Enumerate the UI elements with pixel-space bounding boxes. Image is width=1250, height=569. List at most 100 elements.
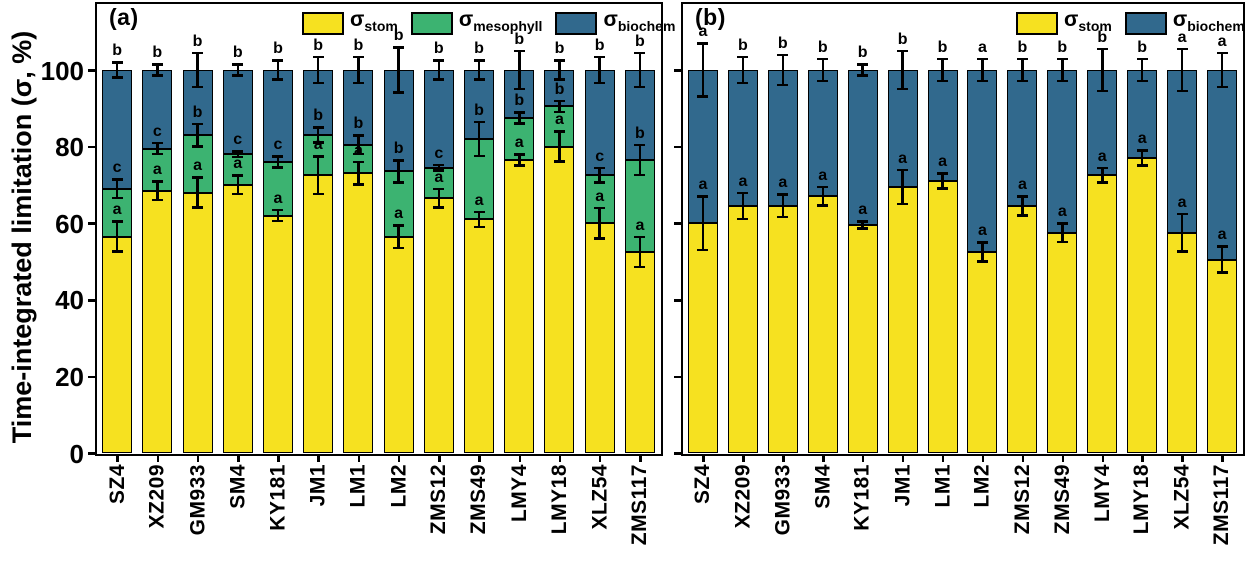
error-bar <box>115 62 119 78</box>
sig-letter: b <box>313 36 324 54</box>
bar-segment-biochem <box>847 70 878 226</box>
error-bar-cap <box>817 204 829 207</box>
legend-label: σstom <box>1064 8 1112 34</box>
error-bar-cap <box>897 168 909 172</box>
bar-segment-stom <box>967 251 998 453</box>
bar-segment-stom <box>1127 158 1158 453</box>
error-bar-cap <box>857 220 869 223</box>
sig-letter: a <box>778 174 788 192</box>
error-bar-cap <box>151 63 163 66</box>
error-bar-cap <box>1096 47 1108 51</box>
error-bar <box>781 54 785 86</box>
error-bar-cap <box>312 155 324 158</box>
sig-letter: a <box>635 216 645 234</box>
sig-letter: b <box>232 44 243 62</box>
error-bar-cap <box>111 196 123 200</box>
error-bar <box>518 154 521 166</box>
x-axis-label: LM1 <box>346 464 370 508</box>
error-bar <box>941 173 944 189</box>
sig-letter: c <box>434 144 444 162</box>
x-axis-tick <box>981 454 985 462</box>
sig-letter: a <box>1177 28 1187 46</box>
error-bar-cap <box>473 154 485 158</box>
sig-letter: c <box>595 147 605 165</box>
sig-letter: a <box>1057 203 1067 221</box>
legend-label: σmesophyll <box>458 8 543 34</box>
error-bar-cap <box>1216 271 1228 274</box>
error-bar-cap <box>192 122 204 126</box>
error-bar <box>156 64 159 76</box>
bar-segment-biochem <box>222 70 253 155</box>
x-axis-label: KY181 <box>851 464 875 531</box>
bar-segment-stom <box>1087 175 1118 453</box>
sig-letter: b <box>554 40 565 58</box>
x-axis-tick <box>1221 454 1224 462</box>
error-bar <box>316 156 320 195</box>
x-axis-label: ZMS117 <box>1210 464 1234 546</box>
error-bar <box>1180 213 1184 252</box>
legend-swatch <box>410 11 453 35</box>
sig-letter: b <box>353 115 364 133</box>
error-bar <box>901 50 904 90</box>
y-axis-tick-label: 60 <box>55 208 84 239</box>
error-bar <box>196 52 199 88</box>
error-bar <box>196 177 199 208</box>
bar-segment-biochem <box>767 70 798 206</box>
sig-letter: a <box>514 134 524 152</box>
x-axis-label: XLZ54 <box>588 464 612 530</box>
x-axis-tick <box>317 454 320 462</box>
error-bar-cap <box>232 150 244 153</box>
error-bar <box>397 160 400 183</box>
legend-swatch <box>1016 11 1058 35</box>
bar-segment-stom <box>1167 232 1198 453</box>
error-bar-cap <box>192 145 204 148</box>
x-axis-tick <box>518 454 521 462</box>
error-bar <box>558 60 561 80</box>
legend-label: σbiochem <box>1172 8 1245 34</box>
x-axis-tick <box>941 454 945 462</box>
bar-segment-stom <box>222 184 253 453</box>
sig-letter: a <box>858 201 868 219</box>
error-bar-cap <box>737 217 749 221</box>
error-bar <box>357 56 360 84</box>
y-axis-tick-label: 0 <box>69 438 84 469</box>
error-bar-cap <box>433 169 445 172</box>
sig-letter: a <box>112 201 122 219</box>
x-axis-label: LMY18 <box>1130 464 1154 535</box>
error-bar <box>437 164 441 171</box>
x-axis-label: KY181 <box>266 464 290 531</box>
error-bar-cap <box>312 126 324 129</box>
bar-segment-stom <box>887 186 918 453</box>
sig-letter: b <box>1057 38 1068 56</box>
error-bar-cap <box>232 74 244 77</box>
x-axis-tick <box>1181 454 1184 462</box>
y-axis-tick <box>87 145 96 149</box>
error-bar <box>477 60 481 80</box>
x-axis-tick <box>156 454 160 462</box>
x-axis-label: GM933 <box>186 464 210 536</box>
x-axis-tick <box>196 454 200 462</box>
error-bar-cap <box>272 155 284 158</box>
panel-b: (b) σstom σbiochem a a a b a b a b a b a b a b a a a b a b a b… <box>681 2 1245 456</box>
bar-segment-biochem <box>727 70 758 206</box>
bar-segment-biochem <box>1207 70 1238 260</box>
plot-area-b: a a a b a b a b a b a b a b a a a b a b a b a b a a a a <box>683 4 1243 454</box>
bar-segment-stom <box>544 146 575 453</box>
sig-letter: b <box>937 38 948 56</box>
sig-letter: a <box>394 205 404 223</box>
error-bar-cap <box>393 46 405 49</box>
x-axis-tick <box>639 454 642 462</box>
error-bar-cap <box>777 193 789 196</box>
sig-letter: b <box>514 92 525 110</box>
bar-segment-stom <box>847 225 878 453</box>
y-axis-tick <box>87 69 96 72</box>
error-bar-cap <box>232 174 244 177</box>
x-axis-tick <box>397 454 401 462</box>
error-bar-cap <box>697 248 709 251</box>
plot-area-a: acbacbabbacbacbabbabbabbacbabbabbabbacba… <box>97 4 661 454</box>
error-bar-cap <box>1216 85 1228 89</box>
error-bar-cap <box>1016 57 1028 60</box>
x-axis-label: SM4 <box>811 464 835 509</box>
error-bar-cap <box>473 78 485 81</box>
y-axis-tick <box>87 222 96 225</box>
